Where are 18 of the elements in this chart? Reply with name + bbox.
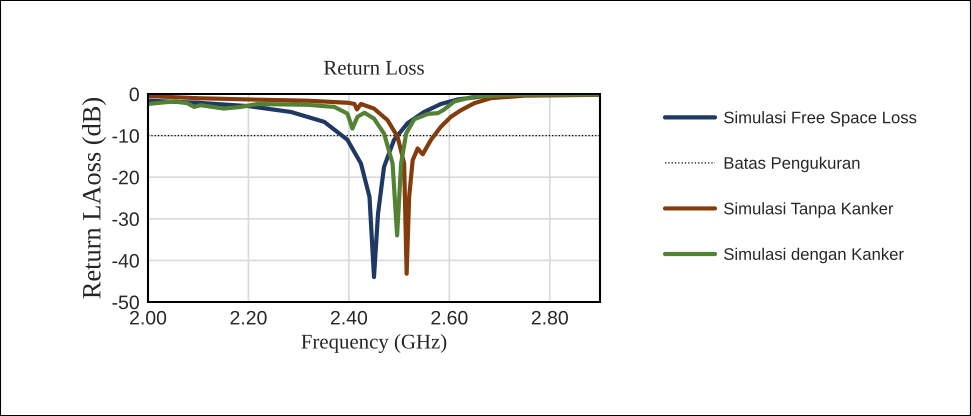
x-tick-label: 2.40 <box>330 310 368 325</box>
y-tick-label: -20 <box>112 170 139 184</box>
x-tick-label: 2.80 <box>532 310 568 325</box>
legend-label: Simulasi Tanpa Kanker <box>724 202 894 218</box>
chart-title: Return Loss <box>324 60 424 75</box>
legend-label: Batas Pengukuran <box>724 156 860 172</box>
y-tick-label: -40 <box>112 254 139 268</box>
y-tick-label: -10 <box>112 129 139 143</box>
y-tick-label: -50 <box>112 295 139 310</box>
y-axis-title: Return LAoss (dB) <box>82 98 106 298</box>
y-tick-label: -30 <box>112 212 139 226</box>
x-tick-label: 2.20 <box>230 310 267 325</box>
x-tick-label: 2.60 <box>431 310 468 325</box>
y-tick-label: 0 <box>130 87 139 102</box>
x-tick-label: 2.00 <box>130 310 166 325</box>
x-axis-title: Frequency (GHz) <box>301 334 446 353</box>
legend-label: Simulasi dengan Kanker <box>724 248 904 264</box>
legend-label: Simulasi Free Space Loss <box>724 111 916 127</box>
